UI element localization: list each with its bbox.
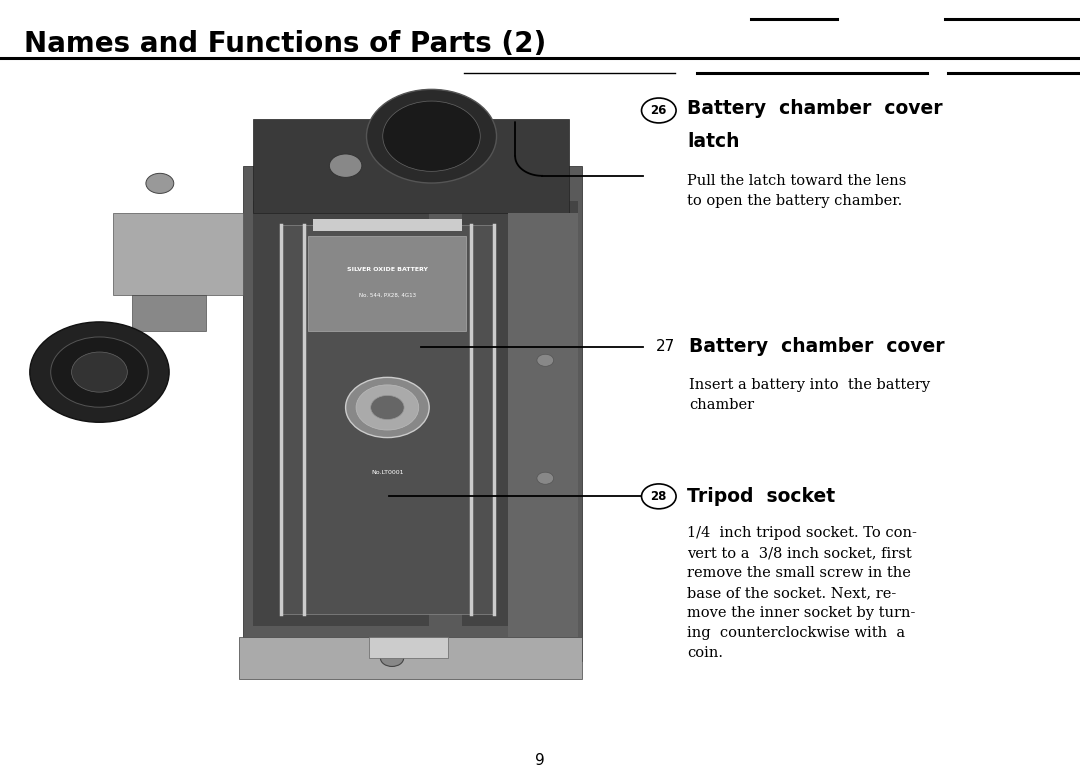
Circle shape bbox=[146, 173, 174, 194]
Text: 9: 9 bbox=[535, 753, 545, 769]
Circle shape bbox=[71, 352, 127, 392]
Text: SILVER OXIDE BATTERY: SILVER OXIDE BATTERY bbox=[347, 267, 428, 272]
Text: 26: 26 bbox=[650, 104, 667, 117]
Bar bbox=[462, 201, 578, 626]
Circle shape bbox=[537, 354, 554, 366]
Text: Battery  chamber  cover: Battery chamber cover bbox=[687, 100, 943, 118]
Bar bbox=[313, 219, 462, 230]
Text: latch: latch bbox=[687, 132, 740, 151]
Circle shape bbox=[30, 322, 170, 422]
Circle shape bbox=[356, 385, 419, 430]
Circle shape bbox=[642, 98, 676, 123]
Bar bbox=[243, 166, 582, 661]
Bar bbox=[239, 637, 582, 678]
Bar bbox=[253, 201, 429, 626]
Text: Tripod  socket: Tripod socket bbox=[687, 487, 835, 506]
Text: 1/4  inch tripod socket. To con-
vert to a  3/8 inch socket, first
remove the sm: 1/4 inch tripod socket. To con- vert to … bbox=[687, 526, 917, 661]
Bar bbox=[253, 118, 568, 213]
Bar bbox=[132, 296, 206, 331]
Bar bbox=[369, 637, 448, 658]
Text: Pull the latch toward the lens
to open the battery chamber.: Pull the latch toward the lens to open t… bbox=[687, 174, 906, 209]
Circle shape bbox=[537, 472, 554, 484]
Bar bbox=[0, 87, 605, 685]
Text: No. 544, PX28, 4G13: No. 544, PX28, 4G13 bbox=[359, 293, 416, 297]
Circle shape bbox=[346, 377, 429, 437]
Bar bbox=[509, 213, 578, 637]
Text: 27: 27 bbox=[656, 339, 675, 355]
Text: Insert a battery into  the battery
chamber: Insert a battery into the battery chambe… bbox=[689, 378, 930, 412]
Text: Battery  chamber  cover: Battery chamber cover bbox=[689, 338, 945, 356]
Bar bbox=[281, 225, 495, 614]
Circle shape bbox=[370, 395, 404, 419]
Bar bbox=[309, 237, 467, 331]
Circle shape bbox=[382, 101, 481, 171]
Text: 28: 28 bbox=[650, 490, 667, 503]
Circle shape bbox=[366, 89, 497, 183]
Circle shape bbox=[380, 650, 404, 667]
Circle shape bbox=[51, 337, 148, 407]
Circle shape bbox=[329, 154, 362, 177]
Bar bbox=[113, 213, 243, 296]
Circle shape bbox=[642, 484, 676, 509]
Text: Names and Functions of Parts (2): Names and Functions of Parts (2) bbox=[24, 30, 546, 58]
Text: No.LT0001: No.LT0001 bbox=[372, 470, 404, 475]
